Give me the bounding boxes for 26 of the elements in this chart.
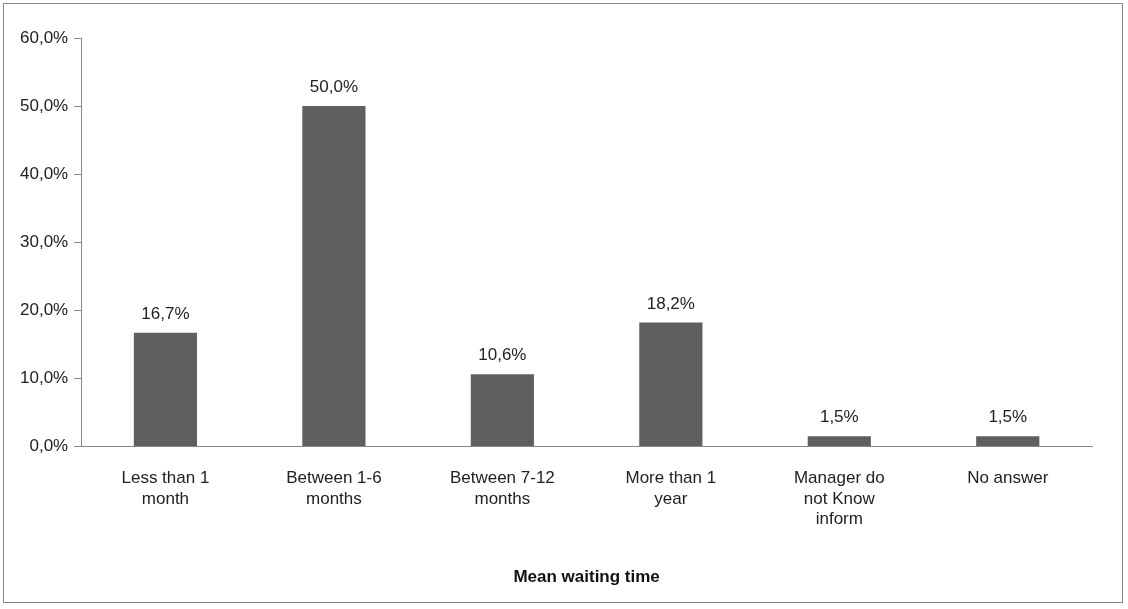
y-tick-label: 10,0%: [20, 368, 69, 388]
bar: [133, 332, 198, 446]
data-label: 10,6%: [478, 345, 527, 365]
x-tick-label: Between 1-6 months: [286, 468, 382, 508]
bar: [976, 436, 1040, 446]
bar: [470, 374, 534, 446]
data-label: 1,5%: [819, 407, 859, 427]
data-label: 16,7%: [141, 303, 190, 323]
y-tick-label: 20,0%: [20, 299, 69, 319]
data-label: 18,2%: [646, 293, 695, 313]
data-label: 1,5%: [988, 407, 1028, 427]
x-tick-label: More than 1 year: [625, 468, 717, 508]
y-tick-label: 50,0%: [20, 95, 69, 115]
y-tick-label: 60,0%: [20, 27, 69, 47]
x-tick-label: Between 7-12 months: [449, 468, 555, 508]
x-tick-label: No answer: [967, 468, 1049, 488]
x-tick-label: Less than 1 month: [121, 468, 210, 508]
y-tick-label: 40,0%: [20, 163, 69, 183]
y-tick-label: 0,0%: [29, 436, 69, 456]
data-label: 50,0%: [309, 77, 358, 97]
bar: [639, 322, 703, 446]
bar: [302, 106, 366, 446]
x-tick-label: Manager do not Know inform: [793, 468, 885, 529]
x-axis-title: Mean waiting time: [513, 567, 660, 587]
y-tick-label: 30,0%: [20, 231, 69, 251]
bar: [807, 436, 871, 446]
